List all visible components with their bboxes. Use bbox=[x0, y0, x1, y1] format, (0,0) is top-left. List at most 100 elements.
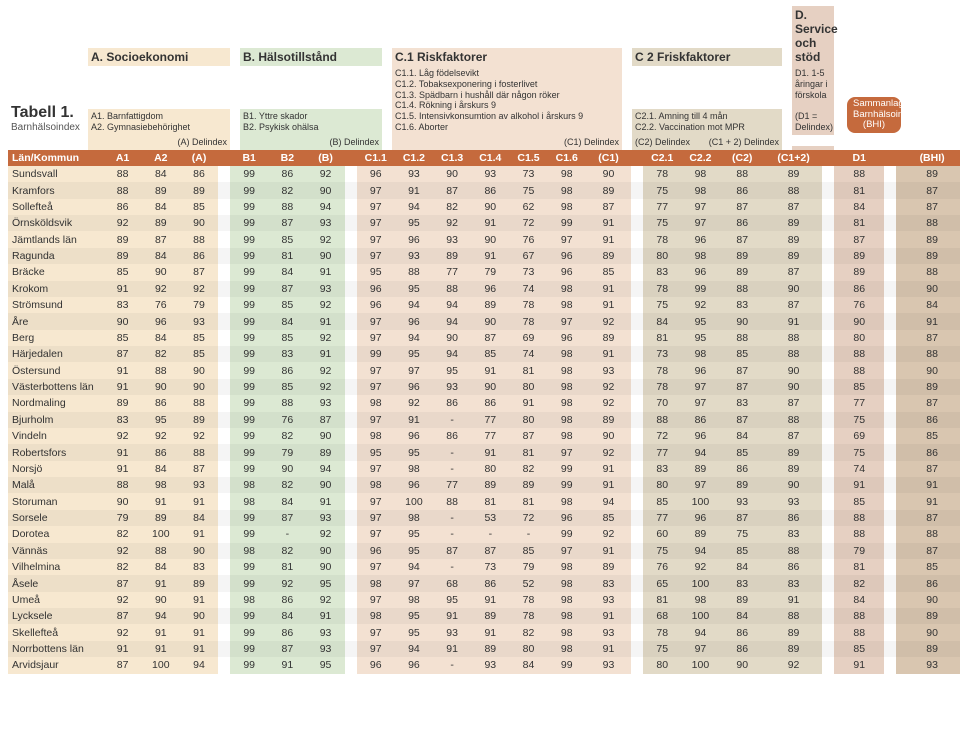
data-cell: 93 bbox=[586, 592, 631, 608]
data-cell: 76 bbox=[268, 412, 306, 428]
data-cell: 96 bbox=[357, 657, 395, 673]
column-header: (C1) bbox=[586, 150, 631, 166]
gap-cell bbox=[822, 330, 834, 346]
data-cell: 99 bbox=[230, 346, 268, 362]
data-cell: 90 bbox=[142, 264, 180, 280]
data-cell: 97 bbox=[357, 493, 395, 509]
data-cell: 84 bbox=[720, 608, 765, 624]
gap-cell bbox=[345, 657, 357, 673]
data-cell: 75 bbox=[834, 444, 884, 460]
gap-cell bbox=[884, 444, 896, 460]
data-cell: 99 bbox=[548, 461, 586, 477]
data-cell: 92 bbox=[180, 281, 218, 297]
gap-cell bbox=[631, 608, 643, 624]
data-cell: 93 bbox=[433, 624, 471, 640]
data-cell: 89 bbox=[896, 231, 960, 247]
data-cell: 96 bbox=[681, 264, 719, 280]
data-cell: 91 bbox=[471, 592, 509, 608]
data-cell: - bbox=[471, 526, 509, 542]
row-name: Strömsund bbox=[8, 297, 104, 313]
gap-cell bbox=[218, 592, 230, 608]
data-cell: 88 bbox=[765, 412, 822, 428]
row-name: Nordmaling bbox=[8, 395, 104, 411]
data-cell: 84 bbox=[268, 608, 306, 624]
data-cell: 93 bbox=[433, 379, 471, 395]
data-cell: 84 bbox=[142, 330, 180, 346]
data-cell: - bbox=[433, 559, 471, 575]
data-cell: 94 bbox=[395, 330, 433, 346]
row-name: Vindeln bbox=[8, 428, 104, 444]
data-cell: 78 bbox=[643, 281, 681, 297]
data-cell: 88 bbox=[834, 346, 884, 362]
data-cell: 91 bbox=[471, 362, 509, 378]
data-cell: 86 bbox=[180, 248, 218, 264]
data-cell: 92 bbox=[765, 657, 822, 673]
data-cell: 91 bbox=[586, 346, 631, 362]
data-cell: 99 bbox=[230, 199, 268, 215]
data-cell: 88 bbox=[104, 166, 142, 182]
delindex-C1: (C1) Delindex bbox=[392, 135, 622, 150]
row-name: Bräcke bbox=[8, 264, 104, 280]
data-cell: 98 bbox=[357, 395, 395, 411]
gap-cell bbox=[884, 575, 896, 591]
data-cell: 85 bbox=[268, 379, 306, 395]
gap-cell bbox=[884, 526, 896, 542]
section-B-title: B. Hälsotillstånd bbox=[240, 48, 382, 66]
data-cell: 96 bbox=[681, 362, 719, 378]
row-name: Storuman bbox=[8, 493, 104, 509]
data-cell: 92 bbox=[586, 526, 631, 542]
data-cell: 89 bbox=[471, 608, 509, 624]
data-cell: 88 bbox=[104, 182, 142, 198]
row-name: Örnsköldsvik bbox=[8, 215, 104, 231]
data-cell: 88 bbox=[268, 199, 306, 215]
data-cell: 90 bbox=[306, 543, 344, 559]
data-cell: 77 bbox=[433, 477, 471, 493]
data-cell: 85 bbox=[104, 330, 142, 346]
data-cell: 78 bbox=[643, 362, 681, 378]
data-cell: 98 bbox=[548, 395, 586, 411]
data-cell: 76 bbox=[643, 559, 681, 575]
data-cell: 90 bbox=[306, 182, 344, 198]
data-cell: 81 bbox=[268, 248, 306, 264]
data-cell: 98 bbox=[548, 281, 586, 297]
gap-cell bbox=[345, 444, 357, 460]
data-cell: 76 bbox=[834, 297, 884, 313]
data-cell: 96 bbox=[357, 543, 395, 559]
data-cell: 93 bbox=[306, 624, 344, 640]
data-cell: 95 bbox=[395, 215, 433, 231]
gap-cell bbox=[822, 624, 834, 640]
data-cell: 85 bbox=[720, 444, 765, 460]
gap-cell bbox=[884, 297, 896, 313]
table-row: Vännäs9288909882909695878785979175948588… bbox=[8, 543, 960, 559]
gap-cell bbox=[884, 215, 896, 231]
section-C1-title: C.1 Riskfaktorer bbox=[392, 48, 622, 66]
data-cell: 82 bbox=[433, 199, 471, 215]
data-cell: - bbox=[433, 444, 471, 460]
data-cell: 80 bbox=[643, 657, 681, 673]
data-cell: 95 bbox=[395, 526, 433, 542]
gap-cell bbox=[631, 281, 643, 297]
data-cell: 99 bbox=[548, 215, 586, 231]
data-cell: 87 bbox=[896, 199, 960, 215]
table-row: Storuman90919198849197100888181989485100… bbox=[8, 493, 960, 509]
data-cell: 79 bbox=[509, 559, 547, 575]
data-cell: 98 bbox=[357, 428, 395, 444]
data-cell: 89 bbox=[586, 182, 631, 198]
data-cell: 79 bbox=[180, 297, 218, 313]
data-cell: 87 bbox=[720, 231, 765, 247]
gap-cell bbox=[218, 297, 230, 313]
gap-cell bbox=[884, 477, 896, 493]
data-cell: 99 bbox=[230, 428, 268, 444]
data-cell: 90 bbox=[471, 313, 509, 329]
data-cell: 88 bbox=[180, 231, 218, 247]
section-A-items: A1. Barnfattigdom A2. Gymnasiebehörighet bbox=[88, 109, 230, 135]
data-cell: 87 bbox=[104, 575, 142, 591]
gap-cell bbox=[345, 592, 357, 608]
data-cell: 100 bbox=[142, 526, 180, 542]
data-cell: 98 bbox=[548, 608, 586, 624]
data-cell: 98 bbox=[548, 379, 586, 395]
column-header: D1 bbox=[834, 150, 884, 166]
data-cell: 88 bbox=[433, 493, 471, 509]
data-cell: 88 bbox=[180, 444, 218, 460]
data-cell: 86 bbox=[268, 362, 306, 378]
